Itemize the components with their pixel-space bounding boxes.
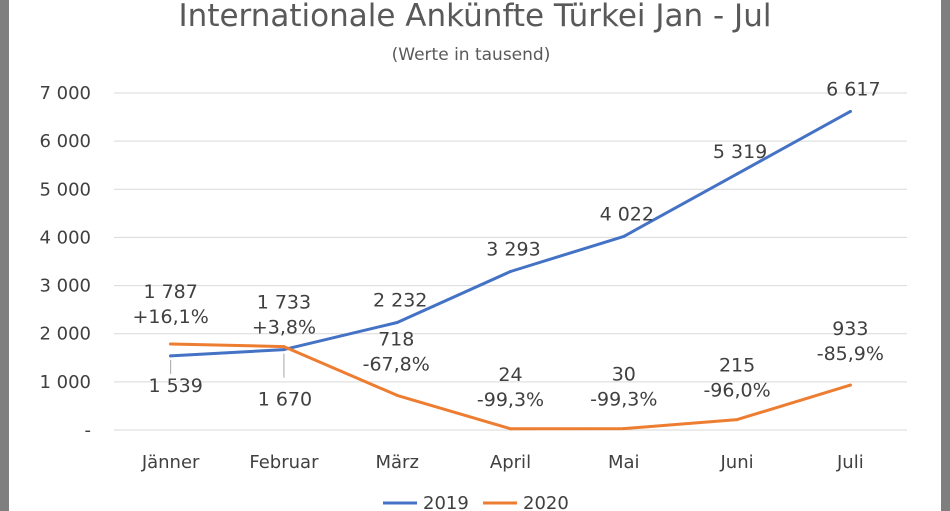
x-tick-label: Jänner: [141, 452, 200, 473]
change-label-2020: -99,3%: [477, 389, 544, 411]
data-point-2020: [395, 393, 399, 397]
data-label-2019: 2 232: [373, 290, 427, 312]
data-point-2019: [622, 234, 626, 238]
data-point-2020: [622, 427, 626, 431]
change-label-2020: -67,8%: [363, 353, 430, 375]
legend-label-2019: 2019: [423, 493, 469, 511]
legend-label-2020: 2020: [523, 493, 569, 511]
chart-subtitle: (Werte in tausend): [392, 45, 551, 65]
data-point-2019: [395, 321, 399, 325]
series-layer: [169, 109, 852, 431]
grid-layer: [114, 92, 907, 431]
x-tick-label: Mai: [608, 452, 640, 473]
data-label-2019: 6 617: [826, 78, 880, 100]
change-label-2020: -85,9%: [817, 343, 884, 365]
data-label-2019: 3 293: [486, 238, 540, 260]
data-label-2020: 1 733: [257, 292, 311, 314]
y-tick-label: 5 000: [39, 179, 91, 200]
data-point-2020: [735, 418, 739, 422]
data-label-2019: 1 670: [258, 389, 312, 411]
y-axis: - 1 000 2 000 3 000 4 000 5 000 6 000 7 000: [39, 83, 91, 441]
x-tick-label: Juni: [720, 452, 754, 473]
data-point-2020: [169, 342, 173, 346]
data-label-2020: 933: [832, 318, 868, 340]
change-label-2020: -96,0%: [703, 380, 770, 402]
y-tick-label: 2 000: [39, 324, 91, 345]
data-point-2019: [282, 348, 286, 352]
x-tick-label: April: [490, 452, 531, 473]
data-point-2019: [169, 354, 173, 358]
y-tick-label: 6 000: [39, 131, 91, 152]
legend: 2019 2020: [383, 493, 569, 511]
data-point-2020: [282, 345, 286, 349]
data-label-2020: 30: [612, 364, 636, 386]
data-label-2019: 5 319: [713, 141, 767, 163]
x-tick-label: Juli: [836, 452, 864, 473]
data-point-2020: [509, 427, 512, 431]
y-tick-label: 1 000: [39, 372, 91, 393]
data-point-2019: [848, 109, 852, 113]
chart-title: Internationale Ankünfte Türkei Jan - Jul: [179, 0, 772, 34]
change-label-2020: -99,3%: [590, 389, 657, 411]
y-tick-label: 4 000: [39, 227, 91, 248]
data-label-2020: 718: [378, 328, 414, 350]
change-label-2020: +16,1%: [133, 306, 209, 328]
data-point-2019: [509, 269, 512, 273]
y-tick-label: 3 000: [39, 276, 91, 297]
data-point-2019: [735, 172, 739, 176]
y-tick-label: 7 000: [39, 83, 91, 104]
data-label-2020: 1 787: [143, 281, 197, 303]
data-label-2020: 215: [719, 355, 755, 377]
chart-frame: Internationale Ankünfte Türkei Jan - Jul…: [9, 0, 941, 511]
data-label-2019: 4 022: [600, 203, 654, 225]
data-point-2020: [848, 383, 852, 387]
change-label-2020: +3,8%: [252, 317, 316, 339]
line-chart: Internationale Ankünfte Türkei Jan - Jul…: [39, 0, 907, 511]
data-label-2019: 1 539: [148, 375, 202, 397]
x-tick-label: Februar: [249, 452, 319, 473]
data-label-2020: 24: [498, 364, 522, 386]
x-axis: Jänner Februar März April Mai Juni Juli: [141, 452, 864, 473]
data-label-layer: 1 539 1 670 2 232 3 293 4 022 5 319 6 617 1 787…: [133, 78, 884, 410]
x-tick-label: März: [376, 452, 419, 473]
y-tick-label: -: [85, 420, 92, 441]
